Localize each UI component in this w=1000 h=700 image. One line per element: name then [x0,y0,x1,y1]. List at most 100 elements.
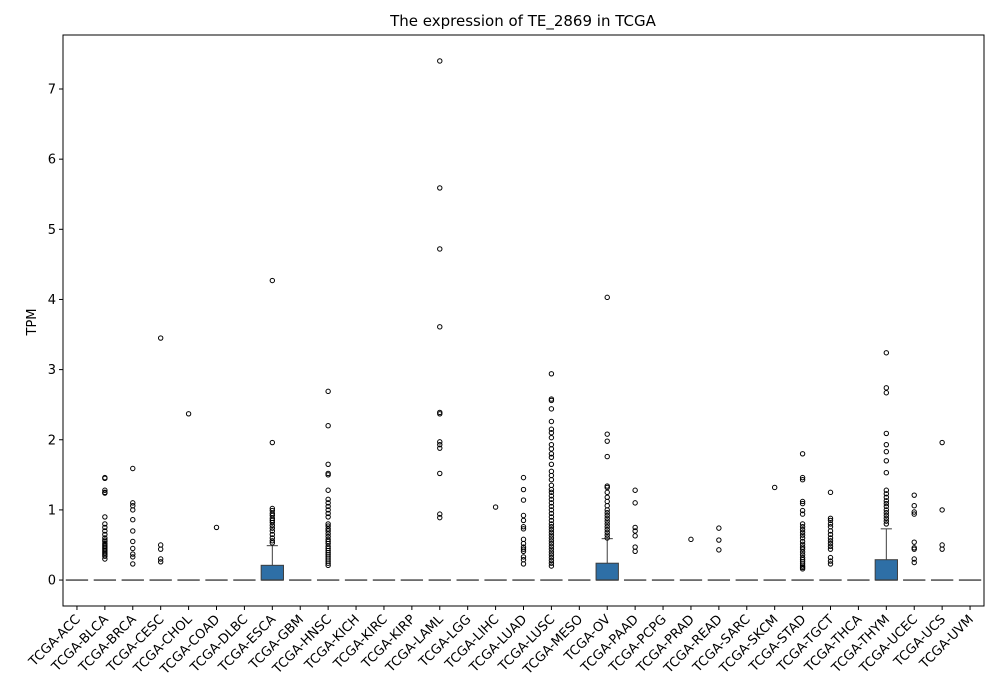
box-group [260,277,284,581]
outlier-point [325,461,331,468]
outlier-point [437,324,443,330]
outlier-point [130,538,136,545]
outlier-point [548,507,555,513]
outlier-point [883,515,890,522]
outlier-point [632,548,638,554]
box-group [679,536,703,581]
box-group [428,58,451,581]
outlier-point [911,546,917,552]
outlier-point [604,532,610,538]
outlier-point [632,487,638,493]
outlier-point [130,551,136,557]
outlier-point [604,431,610,437]
outlier-point [325,472,331,478]
outlier-point [827,543,834,550]
outlier-point [771,484,778,491]
plot-frame [62,34,985,607]
outlier-point [911,509,917,515]
outlier-point [632,524,638,531]
outlier-point [799,546,806,552]
outlier-point [325,500,331,506]
y-axis: 0 1 2 3 4 5 6 7 [48,83,63,589]
outlier-point [520,540,527,547]
outlier-point [604,489,610,496]
outlier-point [102,538,108,545]
outlier-point [437,445,443,451]
outlier-point [799,541,806,547]
outlier-point [130,465,136,472]
outlier-point [883,430,890,437]
outlier-point [130,528,136,534]
outlier-point [827,538,834,544]
outlier-point [799,549,806,555]
outlier-point [548,540,555,547]
box-group [595,294,619,581]
outlier-point [827,517,834,524]
outlier-point [604,515,610,522]
outlier-point [492,504,499,510]
box-group [930,439,954,581]
y-tick-label: 6 [48,153,56,168]
outlier-point [883,448,890,455]
outlier-point [883,441,890,448]
outlier-point [130,561,136,567]
outlier-point [102,535,108,541]
outlier-point [437,411,443,417]
box [874,559,898,581]
outlier-point [548,514,555,520]
outlier-point [269,512,276,519]
box-group [707,525,731,581]
outlier-point [548,486,555,493]
outlier-point [269,535,276,541]
outlier-point [548,500,555,506]
box [260,564,284,581]
outlier-point [799,524,806,530]
outlier-point [548,532,555,538]
outlier-point [799,552,806,558]
outlier-point [827,528,834,534]
outlier-point [883,385,890,391]
outlier-point [799,451,806,457]
outlier-point [102,490,108,496]
outlier-point [716,525,722,531]
outlier-point [437,185,443,191]
outlier-point [548,546,555,552]
outlier-point [325,528,331,534]
y-tick-label: 1 [48,503,56,518]
box-group [177,411,200,581]
outlier-point [799,474,806,481]
outlier-point [548,554,555,561]
outlier-point [604,507,610,513]
box-group [149,335,172,581]
outlier-point [799,532,806,538]
outlier-point [548,510,555,517]
outlier-point [102,556,108,562]
outlier-point [325,388,331,395]
outlier-point [883,458,890,464]
outlier-point [548,477,555,483]
outlier-point [604,535,610,541]
outlier-point [548,489,555,496]
outlier-point [325,507,331,513]
outlier-point [799,507,806,514]
y-tick-label: 0 [48,574,56,589]
outlier-point [325,514,331,520]
y-tick-label: 5 [48,223,56,238]
outlier-point [827,531,834,538]
box [595,562,619,581]
outlier-point [325,538,331,545]
outlier-point [520,548,527,554]
outlier-point [548,538,555,544]
outlier-point [102,475,108,482]
outlier-point [269,525,276,531]
outlier-point [269,517,276,524]
outlier-point [157,546,164,552]
outlier-point [548,430,555,436]
box-group [763,484,786,581]
outlier-point [325,540,331,547]
outlier-point [548,461,555,468]
outlier-point [130,554,136,560]
outlier-point [799,511,806,517]
y-tick-label: 3 [48,363,56,378]
outlier-point [269,505,276,512]
